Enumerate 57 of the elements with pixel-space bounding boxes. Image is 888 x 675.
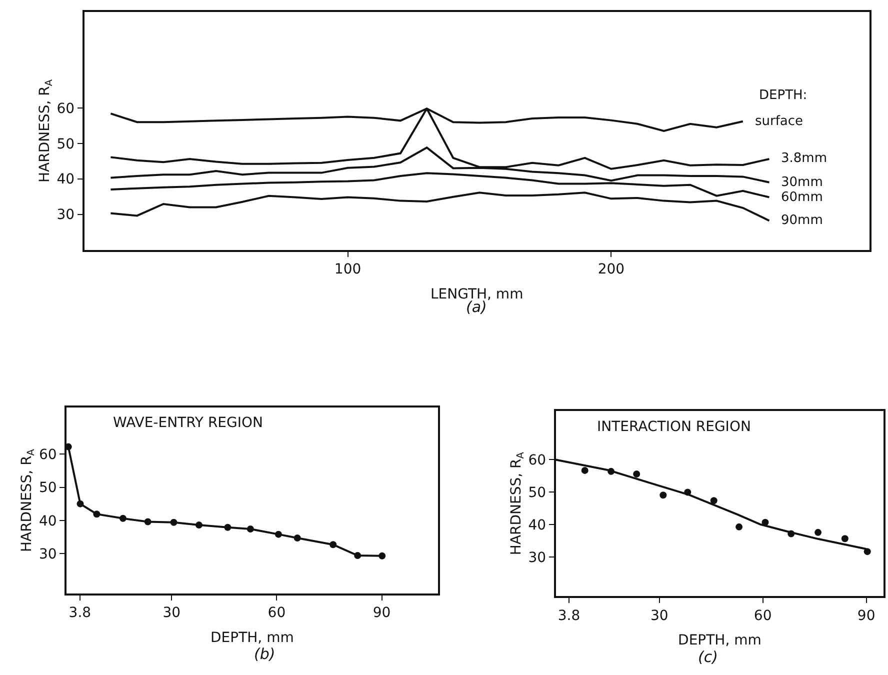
text: (b)	[254, 645, 276, 663]
point	[378, 552, 386, 560]
x-tick-label: 30	[162, 605, 181, 622]
y-tick-label: 50	[56, 136, 75, 152]
y-tick-label: 40	[56, 172, 75, 188]
text: INTERACTION REGION	[597, 419, 751, 435]
y-tick-label: 60	[56, 100, 75, 117]
y-tick-label: 50	[528, 485, 546, 502]
point	[170, 518, 178, 526]
x-tick-label: 30	[650, 608, 668, 624]
text: WAVE-ENTRY REGION	[113, 415, 263, 431]
point	[660, 492, 667, 499]
point	[330, 541, 337, 548]
x-tick-label: 200	[598, 262, 625, 278]
point	[224, 524, 232, 531]
line-series	[110, 192, 770, 222]
point	[841, 535, 848, 542]
x-tick-label: 100	[334, 262, 362, 278]
x-tick-label: 3.8	[558, 608, 580, 624]
series-label: 3.8mm	[781, 151, 828, 166]
legend-title: DEPTH:	[759, 88, 808, 103]
point	[581, 466, 588, 474]
point	[633, 470, 640, 478]
point	[864, 548, 871, 556]
point	[93, 510, 100, 518]
x-tick-label: 60	[754, 608, 772, 624]
series-label: 90mm	[781, 213, 823, 228]
x-axis-title: DEPTH, mm	[678, 632, 762, 649]
point	[710, 497, 718, 504]
y-tick-label: 30	[528, 550, 546, 566]
x-axis-title: DEPTH, mm	[210, 630, 294, 646]
x-tick-label: 90	[372, 605, 391, 622]
text: (c)	[698, 648, 718, 666]
point	[76, 500, 84, 508]
point	[354, 552, 362, 560]
point	[294, 534, 301, 542]
x-tick-label: 3.8	[68, 605, 92, 622]
y-tick-label: 30	[56, 207, 75, 224]
series-label: 30mm	[781, 175, 823, 190]
point	[119, 514, 126, 522]
y-tick-label: 60	[38, 447, 57, 464]
series-label: 60mm	[781, 190, 823, 205]
point	[736, 523, 743, 530]
text: (a)	[466, 298, 487, 316]
point	[814, 528, 822, 536]
x-tick-label: 90	[857, 608, 876, 624]
point	[144, 518, 152, 526]
point	[274, 530, 282, 538]
y-tick-label: 30	[38, 546, 57, 562]
point	[195, 522, 202, 529]
y-tick-label: 40	[528, 518, 546, 534]
point	[246, 526, 254, 533]
y-tick-label: 50	[38, 480, 57, 496]
x-tick-label: 60	[268, 605, 286, 622]
y-tick-label: 60	[528, 452, 546, 469]
series-label: surface	[755, 114, 804, 129]
y-tick-label: 40	[38, 513, 57, 530]
